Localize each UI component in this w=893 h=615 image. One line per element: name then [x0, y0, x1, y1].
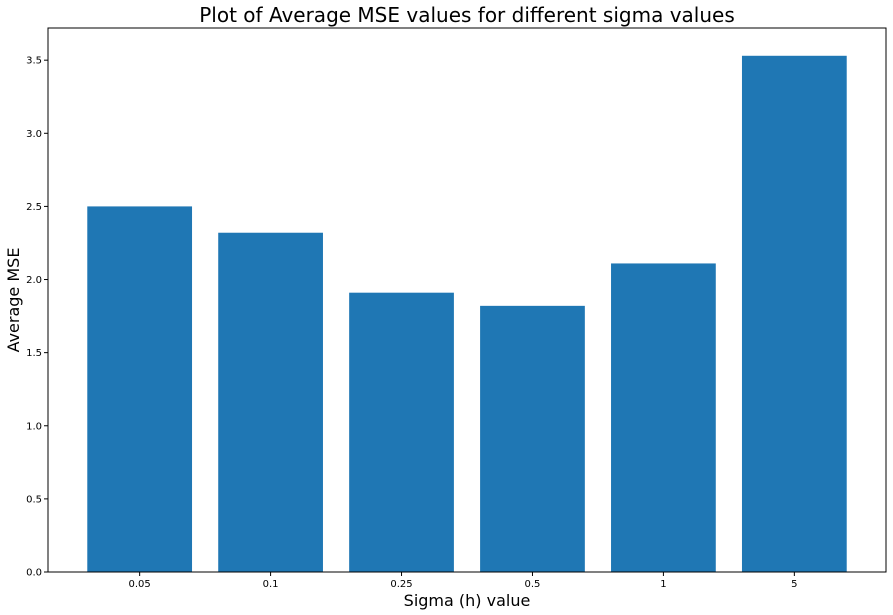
y-tick-label: 3.5: [26, 56, 42, 67]
plot-frame: [47, 27, 887, 573]
x-axis-label: Sigma (h) value: [404, 591, 531, 610]
y-tick-label: 1.5: [26, 348, 42, 359]
x-tick-label: 0.5: [525, 579, 541, 590]
x-tick-label: 0.1: [263, 579, 279, 590]
y-tick-label: 3.0: [26, 129, 42, 140]
bar-0.25: [349, 292, 454, 572]
y-axis: 0.0 0.5 1.0 1.5 2.0 2.5 3.0 3.5: [26, 56, 48, 579]
y-axis-label: Average MSE: [4, 248, 23, 353]
y-tick-label: 0.0: [26, 568, 42, 579]
x-tick-label: 1: [660, 579, 666, 590]
x-axis: 0.05 0.1 0.25 0.5 1 5: [129, 572, 798, 590]
bar-1: [611, 263, 716, 572]
x-tick-label: 5: [791, 579, 797, 590]
y-tick-label: 2.0: [26, 275, 42, 286]
y-tick-label: 2.5: [26, 202, 42, 213]
y-tick-label: 1.0: [26, 421, 42, 432]
bar-0.05: [87, 206, 193, 572]
bar-5: [741, 55, 847, 572]
bar-0.1: [218, 232, 323, 572]
chart-title: Plot of Average MSE values for different…: [199, 3, 735, 27]
bars-group: [87, 55, 847, 572]
y-tick-label: 0.5: [26, 494, 42, 505]
x-tick-label: 0.05: [129, 579, 151, 590]
bar-0.5: [480, 305, 585, 572]
x-tick-label: 0.25: [390, 579, 412, 590]
